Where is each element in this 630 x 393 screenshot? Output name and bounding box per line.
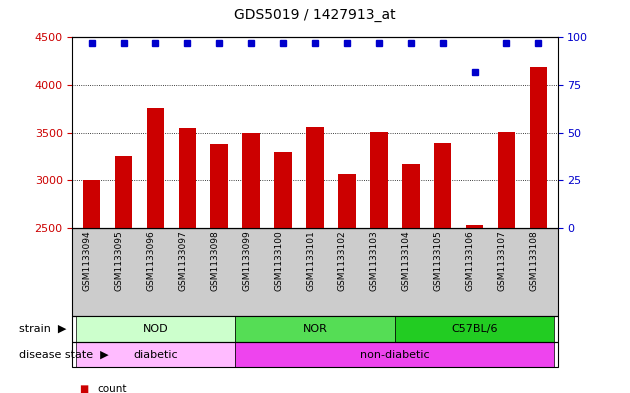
Text: GSM1133096: GSM1133096 [146,230,156,291]
Text: GSM1133098: GSM1133098 [210,230,219,291]
Text: ■: ■ [79,384,88,393]
Text: GSM1133094: GSM1133094 [83,230,91,290]
Text: strain  ▶: strain ▶ [19,324,66,334]
Text: GSM1133106: GSM1133106 [466,230,474,291]
Bar [370,132,387,228]
Text: GSM1133099: GSM1133099 [242,230,251,291]
Bar [402,163,420,228]
Bar [306,127,324,228]
Text: C57BL/6: C57BL/6 [451,324,498,334]
Bar [115,156,132,228]
Text: disease state  ▶: disease state ▶ [19,350,108,360]
Bar [178,129,196,228]
Text: GSM1133102: GSM1133102 [338,230,347,290]
Bar [530,67,547,228]
Text: NOR: NOR [302,324,328,334]
Text: count: count [98,384,127,393]
Text: GSM1133101: GSM1133101 [306,230,315,291]
Text: NOD: NOD [142,324,168,334]
Text: GSM1133105: GSM1133105 [433,230,443,291]
Bar [274,152,292,228]
Bar [83,180,100,228]
Bar [498,132,515,228]
Bar [434,143,452,228]
Bar [243,133,260,228]
Bar [338,174,356,228]
Text: GSM1133104: GSM1133104 [402,230,411,290]
Text: GSM1133097: GSM1133097 [178,230,187,291]
Text: GSM1133103: GSM1133103 [370,230,379,291]
Bar [466,225,483,228]
Text: GDS5019 / 1427913_at: GDS5019 / 1427913_at [234,7,396,22]
Bar [210,144,228,228]
Text: diabetic: diabetic [133,350,178,360]
Text: GSM1133095: GSM1133095 [115,230,123,291]
Text: GSM1133108: GSM1133108 [529,230,539,291]
Text: non-diabetic: non-diabetic [360,350,430,360]
Bar [147,108,164,228]
Text: GSM1133107: GSM1133107 [498,230,507,291]
Text: GSM1133100: GSM1133100 [274,230,283,291]
